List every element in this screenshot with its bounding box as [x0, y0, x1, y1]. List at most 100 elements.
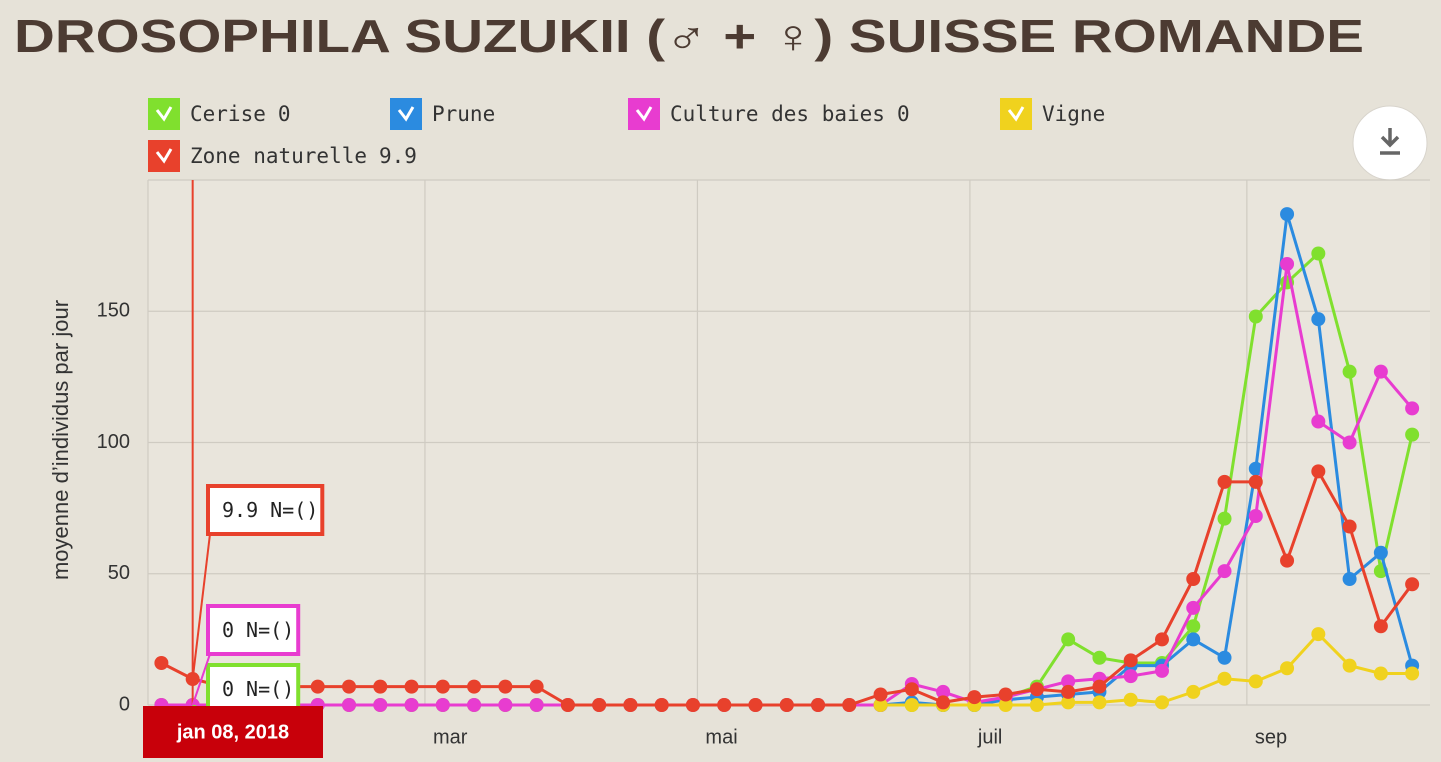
tooltip-frame — [206, 484, 325, 536]
data-point — [623, 698, 638, 712]
y-axis-label: moyenne d’individus par jour — [48, 300, 73, 580]
legend-label[interactable]: Cerise 0 — [190, 102, 291, 126]
data-point — [342, 679, 357, 694]
data-point — [1217, 511, 1232, 526]
data-point — [1342, 435, 1357, 450]
data-point — [1123, 692, 1138, 707]
data-point — [435, 698, 450, 712]
legend-value[interactable]: 0 — [278, 102, 291, 126]
data-point — [1248, 461, 1263, 476]
data-point — [467, 698, 482, 712]
x-tick-label: juil — [977, 726, 1002, 748]
tooltip-frame — [206, 663, 301, 715]
data-point — [936, 695, 951, 710]
legend-name[interactable]: Zone naturelle — [190, 144, 367, 168]
legend-item[interactable]: Cerise 0 — [148, 98, 291, 130]
data-point — [1186, 600, 1201, 615]
tooltip-box: 0 N=() — [191, 604, 301, 706]
data-point — [967, 690, 982, 705]
tooltip-value: 9.9 — [222, 498, 258, 522]
legend-item[interactable]: Zone naturelle 9.9 — [148, 140, 417, 172]
legend-checkbox[interactable] — [148, 140, 180, 172]
legend-value[interactable]: 9.9 — [379, 144, 417, 168]
legend-checkbox[interactable] — [1000, 98, 1032, 130]
tooltip-value: 0 — [222, 618, 234, 642]
legend-name[interactable]: Cerise — [190, 102, 266, 126]
data-point — [1186, 632, 1201, 647]
data-point — [1092, 679, 1107, 694]
legend-checkbox[interactable] — [390, 98, 422, 130]
data-point — [842, 698, 857, 712]
legend-name[interactable]: Vigne — [1042, 102, 1105, 126]
legend-label[interactable]: Culture des baies 0 — [670, 102, 910, 126]
data-point — [1217, 564, 1232, 579]
series — [873, 627, 1420, 712]
data-point — [1311, 627, 1326, 642]
legend-check[interactable] — [155, 148, 173, 164]
tooltip-box: 0 N=() — [192, 663, 301, 715]
legend-checkbox[interactable] — [628, 98, 660, 130]
tooltip-connector — [191, 653, 211, 706]
legend-value[interactable]: 0 — [897, 102, 910, 126]
data-point — [529, 698, 544, 712]
legend-label[interactable]: Prune — [432, 102, 495, 126]
tooltip-text: 0 N=() — [222, 618, 294, 642]
data-point — [1280, 257, 1295, 271]
data-point — [1029, 682, 1044, 697]
download-button[interactable] — [1352, 105, 1428, 181]
tooltip-value: 0 — [222, 677, 234, 701]
data-point — [1342, 572, 1357, 586]
data-point — [904, 682, 919, 697]
tooltip-frame — [206, 604, 301, 656]
y-tick-label: 50 — [108, 562, 130, 584]
tooltip-box: 9.9 N=() — [191, 484, 325, 680]
x-tick-label: sep — [1255, 726, 1287, 748]
data-point — [1248, 309, 1263, 324]
x-tick-label: mar — [433, 726, 468, 748]
legend-item[interactable]: Prune — [390, 98, 495, 130]
x-tick-label: mai — [705, 726, 737, 748]
data-point — [1248, 509, 1263, 523]
tooltip-n: N=() — [270, 498, 318, 522]
data-point — [1280, 661, 1295, 676]
data-point — [748, 698, 763, 712]
data-point — [1061, 695, 1076, 710]
tooltip-text: 0 N=() — [222, 677, 294, 701]
legend-check[interactable] — [155, 106, 173, 122]
legend-label[interactable]: Zone naturelle 9.9 — [190, 144, 417, 168]
data-point — [1342, 364, 1357, 379]
data-point — [1405, 401, 1420, 416]
data-point — [1029, 698, 1044, 712]
download-icon[interactable] — [1380, 128, 1400, 155]
legend-check[interactable] — [635, 106, 653, 122]
legend-label[interactable]: Vigne — [1042, 102, 1105, 126]
data-point — [998, 687, 1013, 702]
data-point — [1248, 474, 1263, 489]
legend-item[interactable]: Vigne — [1000, 98, 1105, 130]
legend-name[interactable]: Culture des baies — [670, 102, 885, 126]
data-point — [998, 698, 1013, 712]
data-point — [811, 698, 826, 712]
legend-checkbox[interactable] — [148, 98, 180, 130]
data-point — [1311, 312, 1326, 327]
legend-item[interactable]: Culture des baies 0 — [628, 98, 910, 130]
data-point — [1123, 653, 1138, 668]
data-point — [1217, 650, 1232, 665]
data-point — [1248, 674, 1263, 689]
chart-title: DROSOPHILA SUZUKII (♂ + ♀) SUISSE ROMAND… — [14, 10, 1364, 62]
data-point — [560, 698, 575, 712]
legend-check[interactable] — [1007, 106, 1025, 122]
tooltip-text: 9.9 N=() — [222, 498, 318, 522]
data-point — [1092, 650, 1107, 665]
data-point — [685, 698, 700, 712]
tooltip-connector — [191, 533, 211, 680]
y-tick-label: 100 — [97, 431, 130, 453]
data-point — [592, 698, 607, 712]
legend-name[interactable]: Prune — [432, 102, 495, 126]
tooltip-n: N=() — [246, 618, 294, 642]
data-point — [342, 698, 357, 712]
legend-check[interactable] — [397, 106, 415, 122]
data-point — [936, 684, 951, 699]
